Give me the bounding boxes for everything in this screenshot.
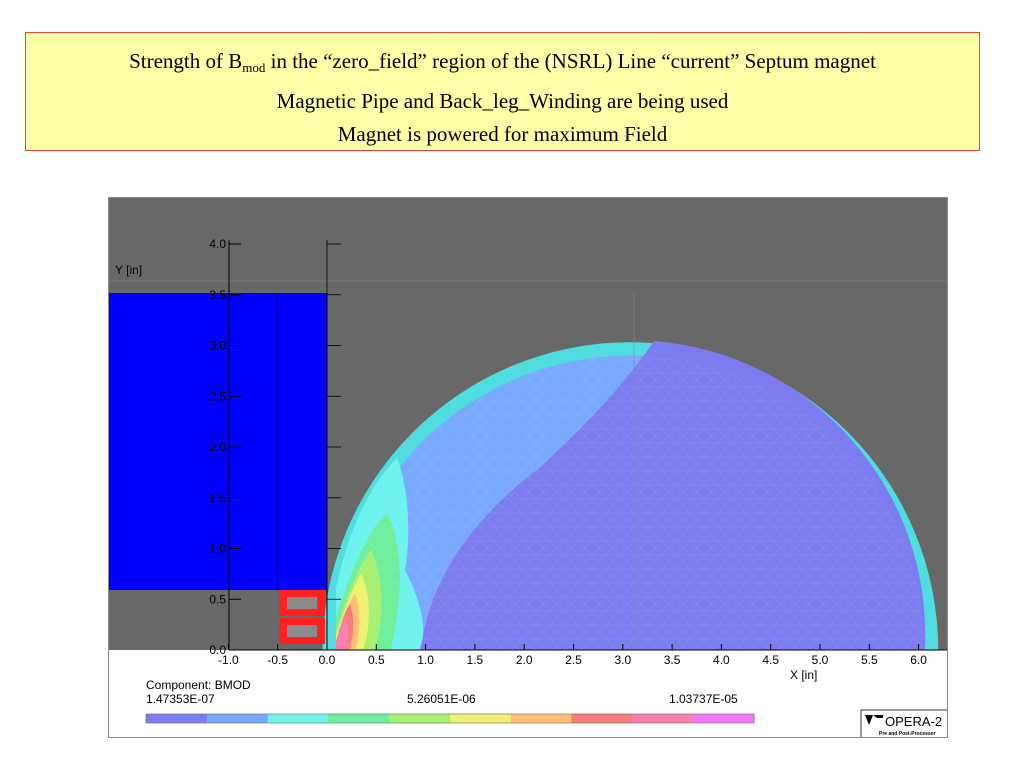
x-tick-label: 0.5 bbox=[368, 653, 385, 667]
y-tick-label: 3.5 bbox=[209, 288, 226, 302]
logo-mark-icon bbox=[865, 715, 883, 725]
y-tick-label: 2.0 bbox=[209, 440, 226, 454]
legend-swatch bbox=[632, 714, 694, 723]
x-tick-label: 1.0 bbox=[417, 653, 434, 667]
legend-swatch bbox=[328, 714, 390, 723]
x-tick-label: 6.0 bbox=[910, 653, 927, 667]
field-plot-svg: 0.00.51.01.52.02.53.03.54.0 -1.0 -0.5 0.0 0… bbox=[109, 198, 947, 737]
title-line-1: Strength of Bmod in the “zero_field” reg… bbox=[129, 49, 876, 75]
y-tick-label: 1.0 bbox=[209, 542, 226, 556]
title-box: Strength of Bmod in the “zero_field” reg… bbox=[25, 32, 980, 151]
title-line-2: Magnetic Pipe and Back_leg_Winding are b… bbox=[276, 89, 729, 113]
y-tick-label: 2.5 bbox=[209, 389, 226, 403]
title-subscript: mod bbox=[242, 60, 266, 75]
logo-box bbox=[860, 709, 947, 737]
legend-swatch bbox=[389, 714, 451, 723]
x-ticks: -1.0 -0.5 0.0 0.5 1.0 1.5 2.0 2.5 3.0 3.5 4.0 4.5 5.… bbox=[218, 644, 927, 667]
y-axis-label: Y [in] bbox=[115, 263, 142, 277]
opera-logo: OPERA-2 Pre and Post-Processor bbox=[860, 709, 947, 737]
x-tick-label: 4.5 bbox=[762, 653, 779, 667]
legend-border bbox=[145, 713, 755, 724]
magnet-block bbox=[109, 293, 327, 590]
x-tick-label: 4.0 bbox=[713, 653, 730, 667]
legend-min-label: 1.47353E-07 bbox=[146, 692, 215, 706]
x-tick-label: -0.5 bbox=[267, 653, 288, 667]
y-tick-label: 3.0 bbox=[209, 339, 226, 353]
x-tick-label: 3.5 bbox=[664, 653, 681, 667]
y-tick-label: 0.5 bbox=[209, 592, 226, 606]
x-tick-label: -1.0 bbox=[218, 653, 239, 667]
title-line-3: Magnet is powered for maximum Field bbox=[337, 122, 668, 146]
legend-mid-label: 5.26051E-06 bbox=[407, 692, 476, 706]
x-tick-label: 5.0 bbox=[812, 653, 829, 667]
coil-upper-core bbox=[287, 597, 317, 609]
legend-max-label: 1.03737E-05 bbox=[669, 692, 738, 706]
legend-swatch bbox=[146, 714, 208, 723]
x-axis-label: X [in] bbox=[790, 668, 817, 682]
legend-swatch bbox=[693, 714, 755, 723]
x-tick-label: 2.0 bbox=[516, 653, 533, 667]
y-tick-label: 0.0 bbox=[209, 643, 226, 657]
x-tick-label: 5.5 bbox=[861, 653, 878, 667]
legend-swatch bbox=[267, 714, 329, 723]
legend-color-bar bbox=[145, 713, 755, 724]
logo-text: OPERA-2 bbox=[885, 714, 942, 729]
field-plot: 0.0 0.5 1.0 1.5 2.0 2.5 3.0 3.5 4.0 -1.0 -0.5 0.0 0… bbox=[108, 197, 948, 738]
y-ticks: 0.0 0.5 1.0 1.5 2.0 2.5 3.0 3.5 4.0 bbox=[209, 237, 341, 657]
y-tick-label: 4.0 bbox=[209, 237, 226, 251]
logo-subtext: Pre and Post-Processor bbox=[879, 731, 936, 737]
legend-swatch bbox=[510, 714, 573, 723]
x-tick-label: 2.5 bbox=[565, 653, 582, 667]
y-tick-label: 1.5 bbox=[209, 491, 226, 505]
x-tick-label: 3.0 bbox=[614, 653, 631, 667]
coil-lower-core bbox=[287, 625, 317, 637]
legend-swatch bbox=[206, 714, 269, 723]
legend-swatch bbox=[450, 714, 512, 723]
x-tick-label: 1.5 bbox=[467, 653, 484, 667]
component-label: Component: BMOD bbox=[146, 678, 251, 692]
mesh-overlay bbox=[336, 355, 925, 650]
legend-swatch bbox=[571, 714, 633, 723]
x-tick-label: 0.0 bbox=[319, 653, 336, 667]
